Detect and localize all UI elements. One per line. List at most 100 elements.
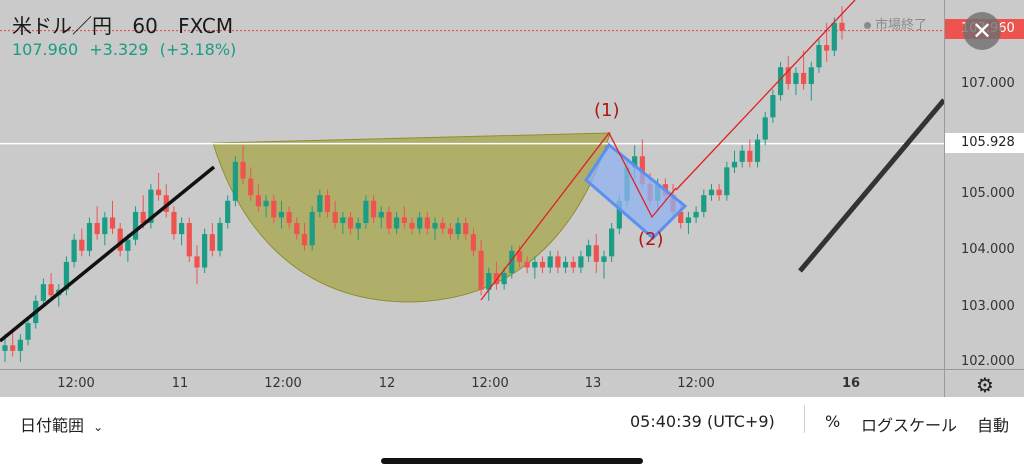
- candle-body: [739, 150, 745, 162]
- price-tick: 104.000: [961, 242, 1015, 257]
- date-range-button[interactable]: 日付範囲 ⌄: [20, 412, 103, 436]
- candle-body: [286, 211, 292, 223]
- candle-body: [386, 211, 392, 229]
- candle-body: [570, 261, 576, 268]
- price-axis[interactable]: 107.960 107.000 105.928 105.000 104.000 …: [944, 0, 1024, 369]
- candle-body: [463, 223, 469, 235]
- candle-body: [71, 239, 77, 262]
- candle-body: [432, 223, 438, 229]
- candle-body: [447, 228, 453, 235]
- auto-scale-toggle[interactable]: 自動: [977, 416, 1010, 435]
- candle-body: [109, 217, 116, 229]
- time-tick: 16: [841, 376, 861, 391]
- candle-body: [63, 261, 70, 290]
- candle-body: [516, 250, 523, 262]
- last-price: 107.960: [12, 40, 79, 59]
- time-tick: 12: [378, 376, 396, 391]
- wave-trend-line: [480, 131, 677, 301]
- candle-body: [202, 234, 208, 268]
- candle-body: [86, 223, 93, 251]
- candle-body: [632, 156, 638, 168]
- candle-body: [486, 273, 492, 290]
- gear-icon[interactable]: ⚙: [976, 373, 994, 397]
- candle-body: [194, 256, 200, 268]
- price-tick: 102.000: [961, 354, 1015, 369]
- candle-body: [378, 211, 384, 218]
- candle-body: [747, 150, 753, 162]
- candle-body: [470, 234, 477, 251]
- candle-body: [132, 211, 139, 240]
- candle-body: [225, 200, 231, 223]
- breakout-trend-line: [675, 0, 856, 191]
- candle-body: [155, 189, 162, 196]
- status-dot-icon: [864, 22, 871, 29]
- candle-body: [171, 211, 177, 235]
- candle-body: [263, 200, 269, 207]
- candle-body: [40, 284, 46, 301]
- market-status-label: 市場終了: [875, 18, 928, 33]
- point-1-label: (1): [594, 100, 620, 121]
- date-range-label: 日付範囲: [20, 416, 85, 435]
- candle-body: [248, 178, 254, 196]
- candle-body: [17, 339, 23, 351]
- candle-body: [532, 261, 538, 268]
- candle-body: [347, 217, 354, 229]
- candle-body: [716, 189, 722, 196]
- price-tick: 103.000: [961, 299, 1015, 314]
- candle-body: [609, 228, 615, 257]
- chart-canvas[interactable]: 米ドル／円 60 FXCM 107.960 +3.329 (+3.18%) 市場…: [0, 0, 944, 369]
- candle-body: [240, 161, 246, 179]
- candle-body: [424, 217, 430, 229]
- candle-body: [509, 250, 515, 274]
- candle-body: [79, 239, 85, 251]
- time-axis[interactable]: 12:00 11 12:00 12 12:00 13 12:00 16: [0, 369, 944, 397]
- candle-body: [708, 189, 715, 196]
- candle-body: [731, 161, 738, 168]
- candle-body: [678, 211, 684, 223]
- candle-body: [478, 250, 484, 290]
- price-tick: 105.000: [961, 186, 1015, 201]
- candle-body: [148, 189, 154, 223]
- candle-body: [278, 211, 285, 218]
- price-tick: 107.000: [961, 76, 1015, 91]
- uptrend-line-right: [798, 98, 944, 273]
- candle-body: [417, 217, 423, 229]
- candle-body: [685, 217, 692, 223]
- symbol-name: 米ドル／円: [12, 14, 112, 38]
- candle-body: [562, 261, 569, 268]
- candle-body: [48, 284, 54, 296]
- candle-body: [179, 223, 185, 235]
- time-tick: 13: [584, 376, 602, 391]
- time-tick: 12:00: [264, 376, 302, 391]
- candle-body: [309, 211, 315, 246]
- clock-display[interactable]: 05:40:39 (UTC+9): [630, 412, 775, 431]
- candle-body: [754, 139, 761, 162]
- home-indicator: [381, 458, 643, 464]
- candle-body: [777, 67, 784, 96]
- close-icon[interactable]: ✕: [963, 12, 1001, 50]
- candle-body: [363, 200, 369, 223]
- source-label: FXCM: [178, 14, 234, 38]
- candle-body: [10, 345, 16, 351]
- candle-body: [355, 223, 361, 229]
- candlestick-chart: [0, 0, 944, 362]
- time-tick: 12:00: [471, 376, 509, 391]
- candle-body: [816, 45, 822, 68]
- candle-body: [209, 234, 215, 251]
- candle-body: [186, 223, 192, 257]
- flag-pattern-box: [584, 142, 688, 241]
- candle-body: [455, 223, 461, 235]
- market-status: 市場終了: [864, 14, 927, 33]
- chart-settings[interactable]: ⚙: [944, 369, 1024, 397]
- chevron-down-icon: ⌄: [93, 420, 104, 434]
- candle-body: [593, 245, 599, 262]
- percent-toggle[interactable]: %: [825, 412, 841, 431]
- time-tick: 12:00: [57, 376, 95, 391]
- candle-body: [25, 323, 31, 340]
- candle-body: [271, 200, 277, 218]
- candle-body: [317, 195, 323, 212]
- log-scale-toggle[interactable]: ログスケール: [861, 416, 958, 435]
- candle-body: [440, 223, 446, 229]
- candle-body: [117, 228, 123, 251]
- candle-body: [340, 217, 346, 223]
